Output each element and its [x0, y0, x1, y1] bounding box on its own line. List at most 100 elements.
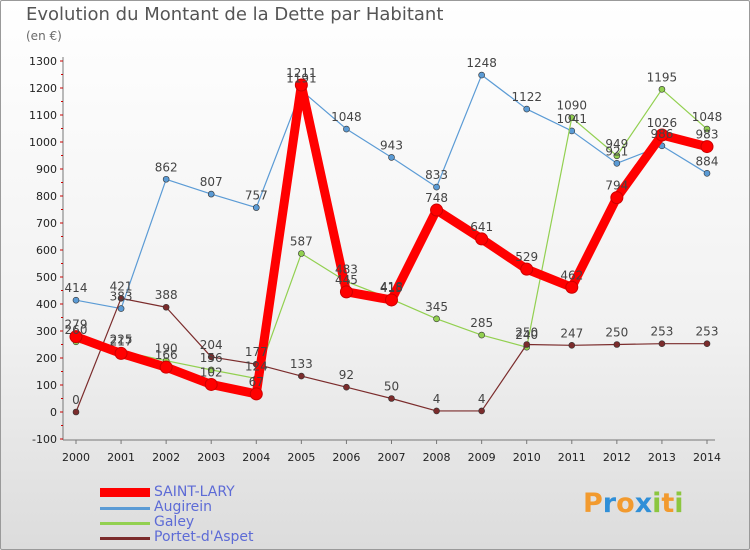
data-label: 0	[72, 393, 80, 407]
data-point	[249, 387, 263, 401]
data-point	[523, 341, 531, 348]
data-label: 1122	[511, 90, 542, 104]
legend-label: SAINT-LARY	[154, 484, 235, 500]
y-tick-label: 1000	[29, 136, 57, 149]
data-point	[159, 360, 173, 374]
data-label: 253	[650, 325, 673, 339]
chart-unit-label: (en €)	[26, 29, 62, 43]
data-point	[433, 183, 440, 191]
x-tick-label: 2005	[287, 451, 315, 464]
data-label: 1195	[647, 70, 678, 84]
logo-letter: i	[674, 488, 684, 519]
data-label: 462	[560, 268, 583, 282]
logo-letter: o	[616, 488, 635, 519]
data-label: 133	[290, 357, 313, 371]
data-label: 943	[380, 138, 403, 152]
x-tick-label: 2010	[513, 451, 541, 464]
data-label: 250	[605, 326, 628, 340]
data-label: 986	[650, 127, 673, 141]
data-label: 388	[155, 288, 178, 302]
data-label: 156	[200, 351, 223, 365]
data-label: 807	[200, 175, 223, 189]
data-point	[610, 191, 624, 205]
x-tick-label: 2006	[332, 451, 360, 464]
data-label: 641	[470, 220, 493, 234]
logo-letter: r	[602, 488, 617, 519]
data-point	[117, 295, 125, 302]
logo-letter: i	[652, 488, 662, 519]
data-label: 1048	[692, 110, 723, 124]
legend-item: Portet-d'Aspet	[100, 530, 400, 545]
x-tick-label: 2002	[152, 451, 180, 464]
data-label: 279	[65, 318, 88, 332]
x-tick-label: 2004	[242, 451, 270, 464]
data-label: 204	[200, 338, 223, 352]
data-point	[207, 190, 215, 198]
legend-item: Galey	[100, 515, 400, 530]
data-label: 253	[696, 325, 719, 339]
data-label: 748	[425, 191, 448, 205]
data-point	[565, 280, 579, 294]
y-tick-label: 1100	[29, 109, 57, 122]
data-point	[703, 125, 711, 133]
data-label: 345	[425, 300, 448, 314]
data-point	[117, 305, 125, 312]
data-point	[703, 340, 711, 347]
data-point	[343, 383, 350, 391]
data-label: 421	[110, 279, 133, 293]
data-label: 1191	[286, 71, 317, 85]
data-point	[69, 330, 83, 344]
data-point	[72, 408, 80, 416]
data-point	[613, 160, 621, 167]
data-label: 260	[65, 323, 88, 337]
data-label: 921	[605, 144, 628, 158]
data-point	[430, 203, 444, 217]
chart-legend: SAINT-LARY Augirein Galey Portet-d'Aspet	[100, 485, 400, 545]
data-point	[207, 366, 215, 374]
logo-letter: P	[583, 488, 603, 519]
data-point	[613, 341, 621, 348]
data-point	[72, 296, 80, 304]
data-label: 4	[478, 392, 486, 406]
data-point	[204, 377, 218, 391]
data-point	[162, 303, 170, 311]
y-tick-label: 800	[36, 190, 57, 203]
x-tick-label: 2000	[62, 451, 90, 464]
data-label: 833	[425, 168, 448, 182]
y-tick-label: 1200	[29, 82, 57, 95]
data-point	[385, 293, 398, 307]
data-point	[568, 114, 576, 121]
data-point	[478, 407, 485, 415]
data-point	[294, 78, 308, 92]
data-point	[162, 175, 170, 183]
data-point	[655, 128, 669, 142]
x-tick-label: 2003	[197, 451, 225, 464]
data-label: 240	[515, 328, 538, 342]
data-label: 1090	[557, 99, 588, 113]
legend-item: Augirein	[100, 500, 400, 515]
data-label: 92	[339, 368, 354, 382]
logo-letter: t	[661, 488, 675, 519]
data-label: 225	[110, 332, 133, 346]
data-label: 884	[696, 154, 719, 168]
data-label: 794	[605, 179, 628, 193]
data-label: 166	[155, 348, 178, 362]
data-point	[298, 372, 305, 380]
y-tick-label: -100	[32, 433, 57, 446]
y-tick-label: 600	[36, 244, 57, 257]
y-tick-label: 100	[36, 379, 57, 392]
legend-label: Augirein	[154, 499, 213, 515]
legend-swatch	[100, 522, 150, 525]
data-label: 1048	[331, 110, 362, 124]
data-label: 1248	[466, 56, 497, 70]
y-tick-label: 500	[36, 271, 57, 284]
data-point	[388, 395, 395, 402]
x-tick-label: 2011	[558, 451, 586, 464]
data-label: 418	[380, 280, 403, 294]
legend-label: Portet-d'Aspet	[154, 529, 254, 545]
data-point	[388, 154, 395, 161]
data-point	[475, 232, 489, 246]
data-label: 383	[110, 290, 133, 304]
data-label: 177	[245, 345, 268, 359]
